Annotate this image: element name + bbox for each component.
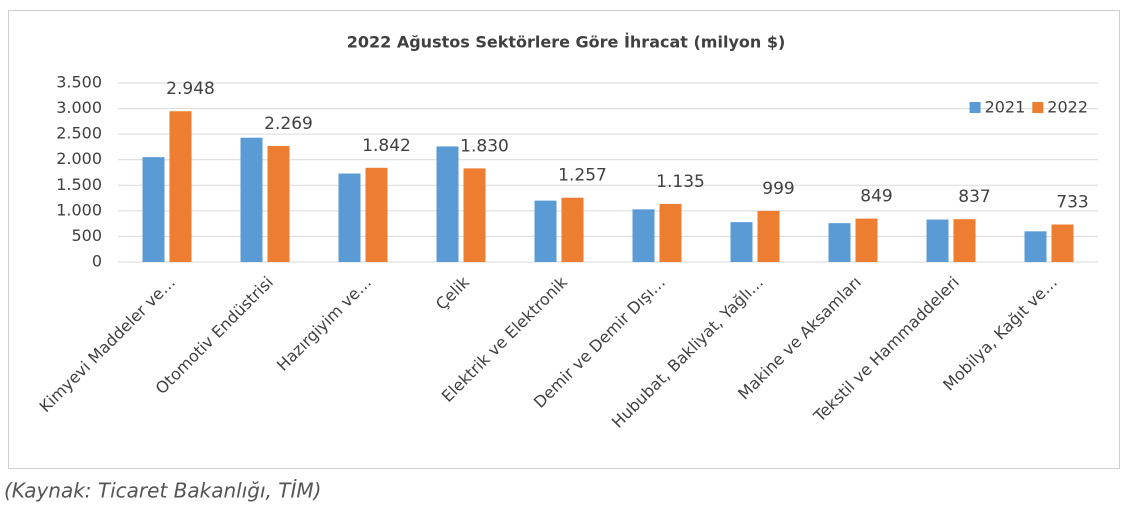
bar <box>828 223 851 262</box>
y-tick-label: 2.000 <box>56 149 102 168</box>
y-tick-label: 0 <box>92 252 102 271</box>
bar <box>365 167 388 262</box>
source-note: (Kaynak: Ticaret Bakanlığı, TİM) <box>4 479 321 503</box>
bar <box>632 209 655 262</box>
legend-label: 2021 <box>985 98 1026 117</box>
bar <box>338 173 361 262</box>
bar <box>561 197 584 262</box>
value-label: 733 <box>1056 193 1088 213</box>
legend-swatch <box>1032 102 1044 113</box>
legend-swatch <box>969 102 981 113</box>
value-label: 849 <box>860 187 892 207</box>
bar <box>267 145 290 262</box>
bar <box>659 203 682 262</box>
value-label: 1.842 <box>362 136 411 156</box>
bar <box>926 219 949 262</box>
value-label: 1.257 <box>558 166 607 186</box>
bar <box>240 137 263 262</box>
value-label: 2.269 <box>264 114 313 134</box>
value-label: 1.830 <box>460 136 509 156</box>
y-tick-label: 1.000 <box>56 200 102 219</box>
legend-label: 2022 <box>1047 98 1088 117</box>
bar <box>142 157 165 262</box>
chart-title: 2022 Ağustos Sektörlere Göre İhracat (mi… <box>347 33 786 52</box>
value-label: 1.135 <box>656 172 705 192</box>
value-label: 837 <box>958 187 990 207</box>
value-label: 999 <box>762 179 794 199</box>
bar <box>169 111 192 262</box>
bar <box>953 219 976 262</box>
bar <box>1051 224 1074 262</box>
bar <box>436 146 459 262</box>
y-tick-label: 3.500 <box>56 73 102 92</box>
y-tick-label: 2.500 <box>56 124 102 143</box>
bar <box>855 218 878 262</box>
bar <box>463 168 486 262</box>
y-tick-label: 500 <box>71 226 102 245</box>
bar <box>730 222 753 262</box>
bar <box>534 200 557 262</box>
bar <box>1024 231 1047 262</box>
value-label: 2.948 <box>166 79 215 99</box>
bar <box>757 210 780 262</box>
y-tick-label: 1.500 <box>56 175 102 194</box>
y-tick-label: 3.000 <box>56 98 102 117</box>
